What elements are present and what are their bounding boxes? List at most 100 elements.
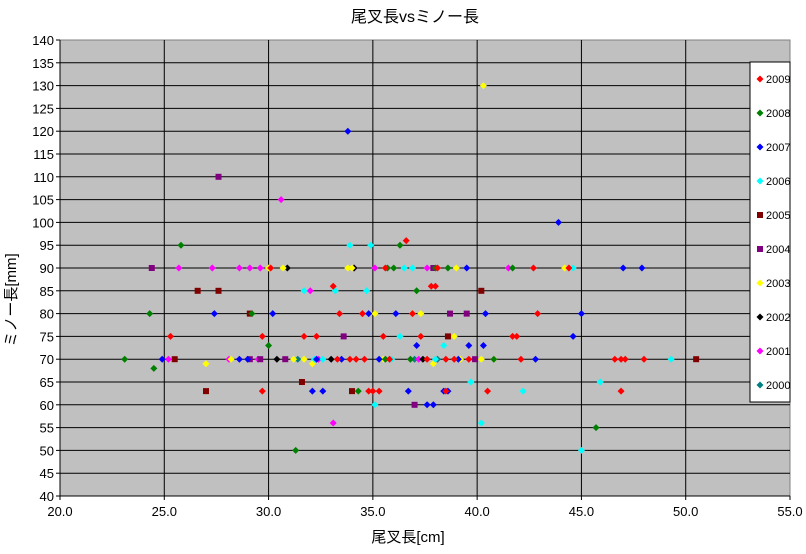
data-point bbox=[472, 356, 479, 363]
data-point bbox=[371, 310, 379, 318]
data-point bbox=[444, 264, 452, 272]
legend-item-2000: 2000 bbox=[756, 380, 790, 392]
data-point bbox=[490, 355, 498, 363]
data-point bbox=[667, 355, 675, 363]
data-point bbox=[386, 355, 394, 363]
data-point bbox=[344, 127, 352, 135]
data-point bbox=[417, 310, 425, 318]
data-point bbox=[467, 378, 475, 386]
data-point bbox=[235, 264, 243, 272]
data-point bbox=[210, 310, 218, 318]
data-point bbox=[477, 355, 485, 363]
legend-marker bbox=[756, 75, 764, 83]
y-tick-label: 125 bbox=[32, 101, 54, 116]
data-point bbox=[442, 387, 450, 395]
data-point bbox=[346, 355, 354, 363]
x-tick-label: 20.0 bbox=[47, 504, 72, 519]
data-point bbox=[465, 342, 473, 350]
data-point bbox=[329, 419, 337, 427]
legend-marker bbox=[756, 381, 764, 389]
data-point bbox=[569, 264, 577, 272]
data-point bbox=[300, 355, 308, 363]
x-tick-label: 40.0 bbox=[464, 504, 489, 519]
legend-label: 2000 bbox=[766, 380, 790, 392]
data-point bbox=[167, 332, 175, 340]
data-point bbox=[121, 355, 129, 363]
y-tick-label: 40 bbox=[40, 489, 54, 504]
legend-box bbox=[749, 61, 791, 403]
x-tick-label: 30.0 bbox=[256, 504, 281, 519]
data-point bbox=[292, 446, 300, 454]
data-point bbox=[554, 218, 562, 226]
data-point bbox=[258, 387, 266, 395]
legend-label: 2006 bbox=[766, 176, 790, 188]
data-point bbox=[365, 387, 373, 395]
legend-item-2009: 2009 bbox=[756, 74, 790, 86]
x-axis-label: 尾叉長[cm] bbox=[371, 529, 444, 546]
y-tick-label: 75 bbox=[40, 329, 54, 344]
data-point bbox=[244, 355, 252, 363]
data-point bbox=[569, 332, 577, 340]
data-point bbox=[294, 355, 302, 363]
data-point bbox=[417, 332, 425, 340]
data-point bbox=[269, 310, 277, 318]
data-point bbox=[411, 401, 418, 408]
y-tick-label: 60 bbox=[40, 398, 54, 413]
data-point bbox=[371, 401, 379, 409]
data-point bbox=[434, 264, 442, 272]
data-point bbox=[335, 310, 343, 318]
data-point bbox=[479, 82, 487, 90]
data-point bbox=[279, 264, 287, 272]
data-point bbox=[349, 388, 355, 395]
data-point bbox=[408, 264, 416, 272]
legend-label: 2004 bbox=[766, 244, 790, 256]
data-point bbox=[340, 333, 347, 340]
data-point bbox=[369, 387, 377, 395]
data-point bbox=[319, 355, 327, 363]
legend-item-2004: 2004 bbox=[757, 244, 790, 256]
legend-item-2003: 2003 bbox=[756, 278, 790, 290]
x-tick-label: 50.0 bbox=[673, 504, 698, 519]
data-point bbox=[477, 419, 485, 427]
data-point bbox=[390, 264, 398, 272]
data-point bbox=[404, 387, 412, 395]
legend-marker bbox=[757, 246, 763, 252]
data-point bbox=[208, 264, 216, 272]
data-point bbox=[352, 355, 360, 363]
data-point bbox=[577, 310, 585, 318]
data-point bbox=[442, 355, 450, 363]
data-point bbox=[371, 264, 379, 272]
data-point bbox=[319, 387, 327, 395]
data-point bbox=[215, 287, 222, 294]
legend-marker bbox=[756, 109, 764, 117]
data-point bbox=[396, 332, 404, 340]
data-point bbox=[175, 264, 183, 272]
series-2009 bbox=[167, 237, 648, 395]
y-axis-label: ミノー長[mm] bbox=[3, 253, 20, 346]
data-point bbox=[400, 264, 408, 272]
data-point bbox=[431, 355, 439, 363]
y-tick-label: 45 bbox=[40, 466, 54, 481]
data-point bbox=[265, 342, 273, 350]
y-tick-label: 90 bbox=[40, 261, 54, 276]
data-point bbox=[258, 332, 266, 340]
y-tick-label: 135 bbox=[32, 56, 54, 71]
data-point bbox=[504, 264, 512, 272]
y-tick-label: 115 bbox=[33, 147, 54, 162]
legend-label: 2003 bbox=[766, 278, 790, 290]
data-point bbox=[423, 264, 431, 272]
data-point bbox=[348, 264, 356, 272]
series-2006 bbox=[300, 241, 675, 454]
legend-item-2005: 2005 bbox=[757, 210, 790, 222]
data-point bbox=[413, 342, 421, 350]
data-point bbox=[361, 355, 369, 363]
data-point bbox=[640, 355, 648, 363]
data-point bbox=[413, 287, 421, 295]
data-point bbox=[365, 310, 373, 318]
data-point bbox=[534, 310, 542, 318]
legend-item-2006: 2006 bbox=[756, 176, 790, 188]
data-point bbox=[465, 355, 473, 363]
data-point bbox=[481, 310, 489, 318]
data-point bbox=[431, 282, 439, 290]
